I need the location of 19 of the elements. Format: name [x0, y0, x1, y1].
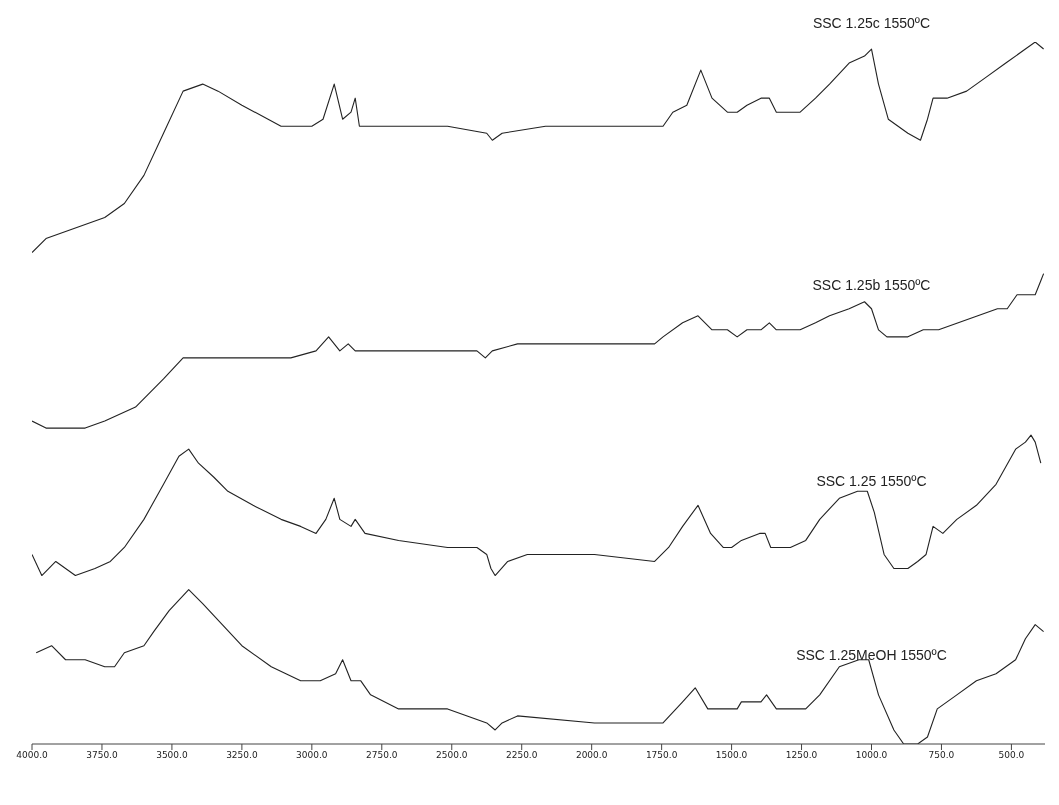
x-tick-label: 2500.0 [436, 750, 468, 761]
x-tick-label: 1750.0 [645, 750, 678, 761]
x-tick-label: 3250.0 [226, 750, 258, 761]
series-label: SSC 1.25 1550ºC [815, 472, 928, 489]
series-label: SSC 1.25b 1550ºC [811, 276, 932, 293]
x-tick-label: 500.0 [998, 750, 1025, 761]
x-tick-label: 2250.0 [505, 750, 538, 761]
x-tick-label: 750.0 [928, 750, 955, 761]
x-tick-label: 2000.0 [575, 750, 608, 761]
series-label: SSC 1.25MeOH 1550ºC [795, 646, 948, 663]
x-tick-label: 3000.0 [296, 750, 328, 761]
x-tick-label: 1500.0 [715, 750, 748, 761]
x-tick-label: 1000.0 [855, 750, 888, 761]
x-tick-label: 1250.0 [785, 750, 818, 761]
x-tick-label: 4000.0 [16, 750, 49, 761]
series-label: SSC 1.25c 1550ºC [811, 15, 932, 32]
x-tick-label: 3500.0 [156, 750, 188, 761]
x-tick-label: 2750.0 [366, 750, 398, 761]
x-tick-label: 3750.0 [86, 750, 118, 761]
